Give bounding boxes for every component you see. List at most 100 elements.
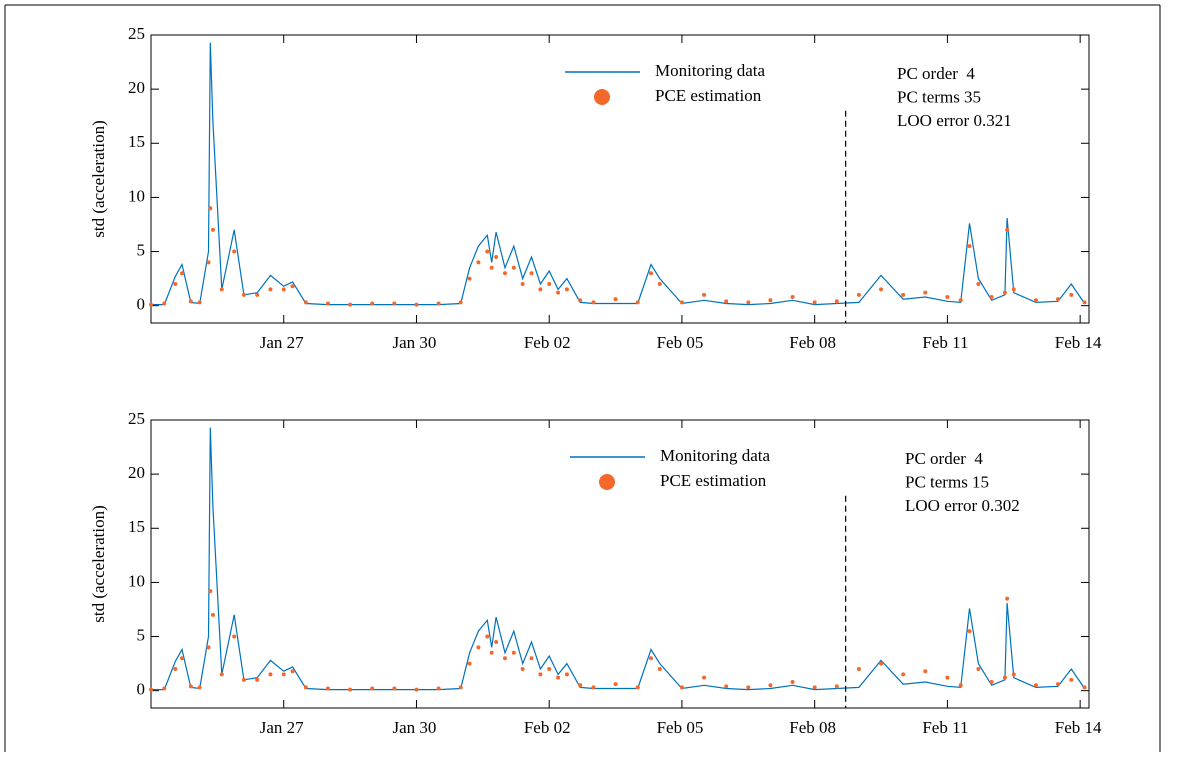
annotation: LOO error 0.321 (897, 111, 1012, 130)
data-point (613, 297, 618, 302)
data-point (1033, 298, 1038, 303)
data-point (219, 287, 224, 292)
data-point (564, 287, 569, 292)
data-point (149, 687, 153, 692)
data-point (281, 672, 286, 677)
data-point (162, 686, 167, 691)
data-point (1005, 227, 1010, 232)
data-point (370, 301, 375, 306)
data-point (923, 669, 928, 674)
data-point (529, 656, 534, 661)
data-point (303, 300, 308, 305)
y-axis-label: std (acceleration) (89, 505, 108, 623)
data-point (241, 292, 246, 297)
data-point (179, 656, 184, 661)
data-point (591, 300, 596, 305)
x-tick-label: Feb 05 (657, 718, 704, 737)
data-point (790, 295, 795, 300)
y-tick-label: 5 (137, 240, 146, 259)
data-point (635, 685, 640, 690)
data-point (834, 684, 839, 689)
y-tick-label: 0 (137, 680, 146, 699)
data-point (746, 685, 751, 690)
legend-marker (594, 89, 610, 105)
data-point (436, 301, 441, 306)
data-point (520, 282, 525, 287)
data-point (458, 685, 463, 690)
data-point (648, 271, 653, 276)
axes-box (150, 34, 1090, 324)
data-point (967, 629, 972, 634)
data-point (188, 684, 193, 689)
y-tick-label: 0 (137, 295, 146, 314)
data-point (856, 292, 861, 297)
data-point (556, 290, 561, 295)
data-point (976, 282, 981, 287)
data-point (303, 685, 308, 690)
data-point (255, 677, 260, 682)
y-tick-label: 15 (128, 517, 145, 536)
data-point (1069, 292, 1074, 297)
data-point (1002, 290, 1007, 295)
data-point (494, 639, 499, 644)
data-point (208, 589, 213, 594)
annotation: PC order 4 (897, 64, 975, 83)
data-point (476, 645, 481, 650)
data-point (458, 300, 463, 305)
y-tick-label: 10 (128, 186, 145, 205)
data-point (489, 265, 494, 270)
data-point (210, 227, 215, 232)
data-point (485, 634, 490, 639)
subplot: 0 5 10 15 20 25 Jan 27 Jan 30 Feb 02 Feb 05 Feb 08… (89, 24, 1102, 352)
data-point (976, 667, 981, 672)
data-point (255, 292, 260, 297)
data-point (901, 672, 906, 677)
data-point (206, 645, 211, 650)
data-point (436, 686, 441, 691)
data-point (790, 680, 795, 685)
data-point (989, 680, 994, 685)
data-point (547, 667, 552, 672)
annotation: LOO error 0.302 (905, 496, 1020, 515)
x-tick-label: Feb 08 (789, 718, 836, 737)
x-tick-label: Feb 14 (1055, 333, 1102, 352)
data-point (173, 667, 178, 672)
axes-box (150, 419, 1090, 709)
data-point (812, 685, 817, 690)
data-point (1056, 297, 1061, 302)
x-tick-label: Feb 11 (922, 333, 968, 352)
data-point (290, 284, 295, 289)
data-point (268, 672, 273, 677)
data-point (635, 300, 640, 305)
x-tick-label: Jan 30 (393, 718, 437, 737)
annotation: PC order 4 (905, 449, 983, 468)
data-point (197, 300, 202, 305)
data-point (564, 672, 569, 677)
x-tick-label: Feb 14 (1055, 718, 1102, 737)
data-point (923, 290, 928, 295)
data-point (173, 282, 178, 287)
annotation: PC terms 15 (905, 472, 989, 491)
data-point (812, 300, 817, 305)
data-point (879, 287, 884, 292)
data-point (494, 254, 499, 259)
x-tick-label: Feb 02 (524, 718, 571, 737)
y-tick-label: 20 (128, 78, 145, 97)
data-point (520, 667, 525, 672)
data-point (1011, 672, 1016, 677)
x-tick-label: Jan 27 (260, 333, 304, 352)
data-point (1011, 287, 1016, 292)
legend-label: PCE estimation (655, 86, 762, 105)
data-point (901, 292, 906, 297)
x-tick-label: Jan 30 (393, 333, 437, 352)
data-point (967, 244, 972, 249)
data-point (679, 685, 684, 690)
data-point (1056, 682, 1061, 687)
data-point (392, 686, 397, 691)
data-point (547, 282, 552, 287)
legend-label: Monitoring data (655, 61, 765, 80)
y-tick-label: 15 (128, 132, 145, 151)
data-point (414, 687, 419, 692)
data-point (206, 260, 211, 265)
subplot: 0 5 10 15 20 25 Jan 27 Jan 30 Feb 02 Feb 05 Feb 08… (89, 409, 1102, 737)
